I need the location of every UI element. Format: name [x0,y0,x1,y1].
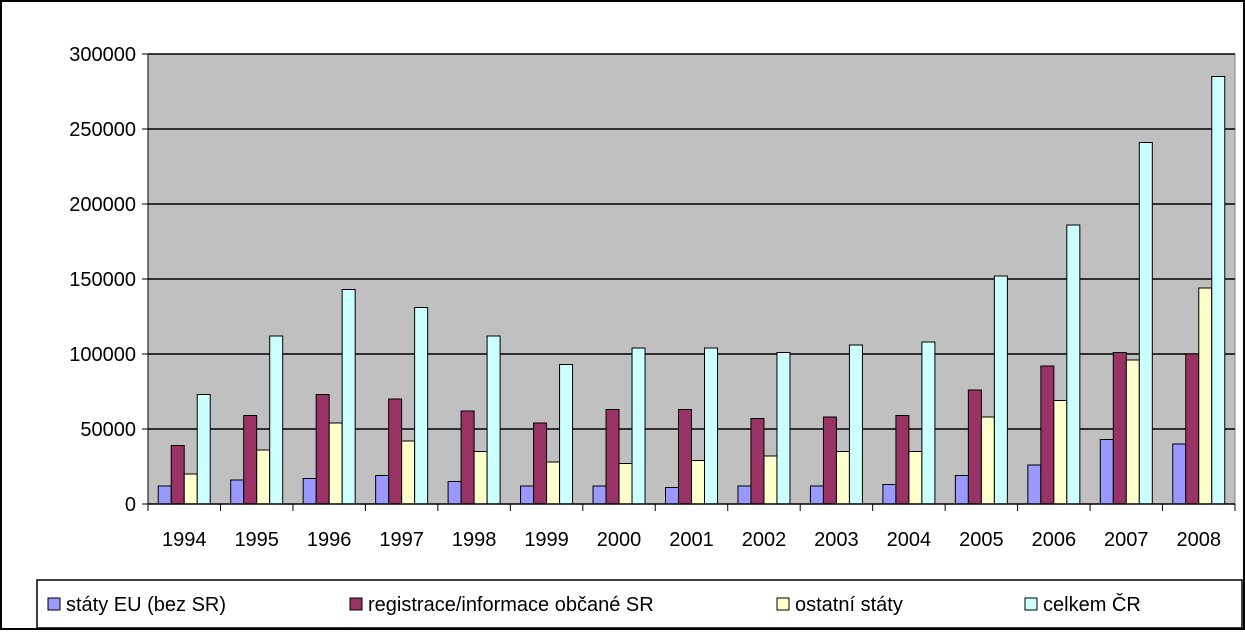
bar [375,475,390,505]
legend-swatch [47,597,61,611]
bar [1027,464,1042,505]
bar [388,398,403,505]
legend-swatch [349,597,363,611]
x-tick-label: 2004 [887,529,932,551]
bar [546,461,561,505]
y-tick-label: 250000 [69,119,136,141]
bar [1099,439,1114,505]
bar [1112,352,1127,505]
x-tick-label: 2000 [597,529,642,551]
x-tick-label: 1996 [307,529,352,551]
x-tick-label: 2006 [1032,529,1077,551]
bar [243,415,258,505]
bar [921,341,936,505]
bar [1125,359,1140,505]
bar [473,451,488,505]
x-tick-label: 1997 [379,529,424,551]
x-tick-label: 2001 [669,529,714,551]
bar [665,487,679,505]
legend-label: ostatní státy [795,594,903,616]
x-tick-label: 2008 [1177,529,1222,551]
bar [341,289,356,505]
legend-label: státy EU (bez SR) [66,594,226,616]
legend-label: registrace/informace občané SR [368,594,654,616]
bar [170,445,185,505]
bar [704,347,718,505]
x-tick-label: 1999 [524,529,569,551]
bar [895,415,910,505]
x-tick-labels: 1994 1995 1996 1997 1998 1999 2000 2001 2002 2003… [162,529,1221,551]
bar [882,484,897,505]
x-tick-label: 2003 [814,529,859,551]
bar [401,440,416,505]
bar [980,416,995,505]
bar [157,485,172,505]
bar [315,394,330,505]
legend-swatch [1024,597,1038,611]
legend-label: celkem ČR [1043,593,1141,616]
bar [559,364,574,505]
bar [196,394,211,505]
bar [848,344,863,505]
bar [763,455,778,505]
bar [1198,287,1213,505]
y-tick-label: 150000 [69,269,136,291]
bars-group [157,76,1226,505]
legend: státy EU (bez SR) registrace/informace ob… [36,579,1243,629]
bar [328,422,343,505]
y-tick-label: 50000 [80,419,136,441]
y-tick-label: 0 [125,494,136,516]
bar [618,463,633,505]
axes [142,53,1236,511]
bar [1040,365,1055,505]
y-tick-labels: 0 50000 100000 150000 200000 250000 300000 [69,44,136,516]
x-tick-label: 1994 [162,529,207,551]
x-tick-label: 2005 [959,529,1004,551]
x-tick-label: 2002 [742,529,787,551]
bar [691,460,705,505]
x-tick-label: 1998 [452,529,497,551]
bar [1053,400,1068,505]
y-tick-label: 200000 [69,194,136,216]
bar [1066,224,1081,505]
x-tick-label: 1995 [234,529,279,551]
bar [993,275,1008,505]
legend-box [36,579,1243,629]
bar [447,481,462,505]
bar [269,335,284,505]
bar [605,409,620,505]
bar [809,485,824,505]
bar [1138,142,1153,505]
bar [822,416,837,505]
bar [1172,443,1187,505]
legend-swatch [776,597,790,611]
bar [592,485,607,505]
bar [678,409,692,505]
bar [183,473,198,505]
bar [256,449,271,505]
bar [533,422,548,505]
bar [230,479,245,505]
bar [967,389,982,505]
bar [414,307,429,505]
bar [520,485,535,505]
bar [631,347,646,505]
bar [750,418,765,505]
bar [737,485,752,505]
bar [1211,76,1226,505]
bar [954,475,969,505]
bar [302,478,317,505]
bar [835,451,850,505]
y-tick-label: 100000 [69,344,136,366]
bar [460,410,475,505]
x-tick-label: 2007 [1104,529,1149,551]
y-tick-label: 300000 [69,44,136,66]
bar [776,352,791,505]
bar [486,335,501,505]
bar [908,451,923,505]
bar [1185,353,1200,505]
